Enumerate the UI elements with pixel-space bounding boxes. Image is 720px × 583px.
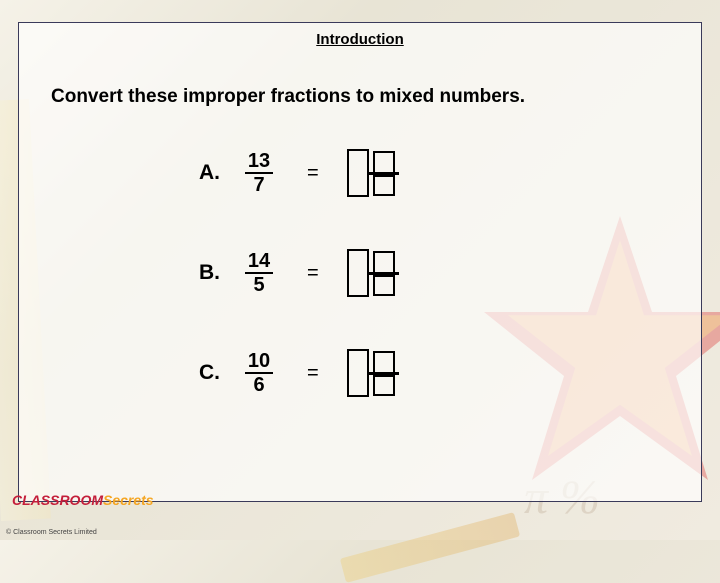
whole-number-input[interactable] [347,349,369,397]
problems-container: A. 13 7 = B. 14 5 = [199,143,701,403]
bg-pencil-decoration [340,512,520,583]
answer-denominator-input[interactable] [373,375,395,396]
problem-letter: A. [199,161,239,185]
answer-numerator-input[interactable] [373,151,395,172]
logo-part2: Secrets [103,492,154,508]
logo: CLASSROOMSecrets [12,492,154,508]
instruction-text: Convert these improper fractions to mixe… [51,86,701,108]
denominator: 6 [245,374,273,396]
problem-letter: B. [199,261,239,285]
problem-row: A. 13 7 = [199,143,701,203]
improper-fraction: 10 6 [239,350,279,396]
whole-number-input[interactable] [347,249,369,297]
page-title: Introduction [19,31,701,48]
numerator: 13 [245,150,273,174]
answer-numerator-input[interactable] [373,351,395,372]
numerator: 10 [245,350,273,374]
answer-boxes [347,249,395,297]
denominator: 7 [245,174,273,196]
answer-boxes [347,349,395,397]
answer-denominator-input[interactable] [373,175,395,196]
improper-fraction: 14 5 [239,250,279,296]
main-content-frame: Introduction Convert these improper frac… [18,22,702,502]
denominator: 5 [245,274,273,296]
whole-number-input[interactable] [347,149,369,197]
equals-sign: = [307,162,319,185]
numerator: 14 [245,250,273,274]
answer-numerator-input[interactable] [373,251,395,272]
problem-row: B. 14 5 = [199,243,701,303]
equals-sign: = [307,362,319,385]
copyright-text: © Classroom Secrets Limited [6,529,97,536]
problem-row: C. 10 6 = [199,343,701,403]
equals-sign: = [307,262,319,285]
logo-part1: CLASSROOM [12,492,103,508]
fraction-answer-col [373,151,395,196]
answer-boxes [347,149,395,197]
answer-denominator-input[interactable] [373,275,395,296]
fraction-answer-col [373,251,395,296]
fraction-answer-col [373,351,395,396]
improper-fraction: 13 7 [239,150,279,196]
problem-letter: C. [199,361,239,385]
